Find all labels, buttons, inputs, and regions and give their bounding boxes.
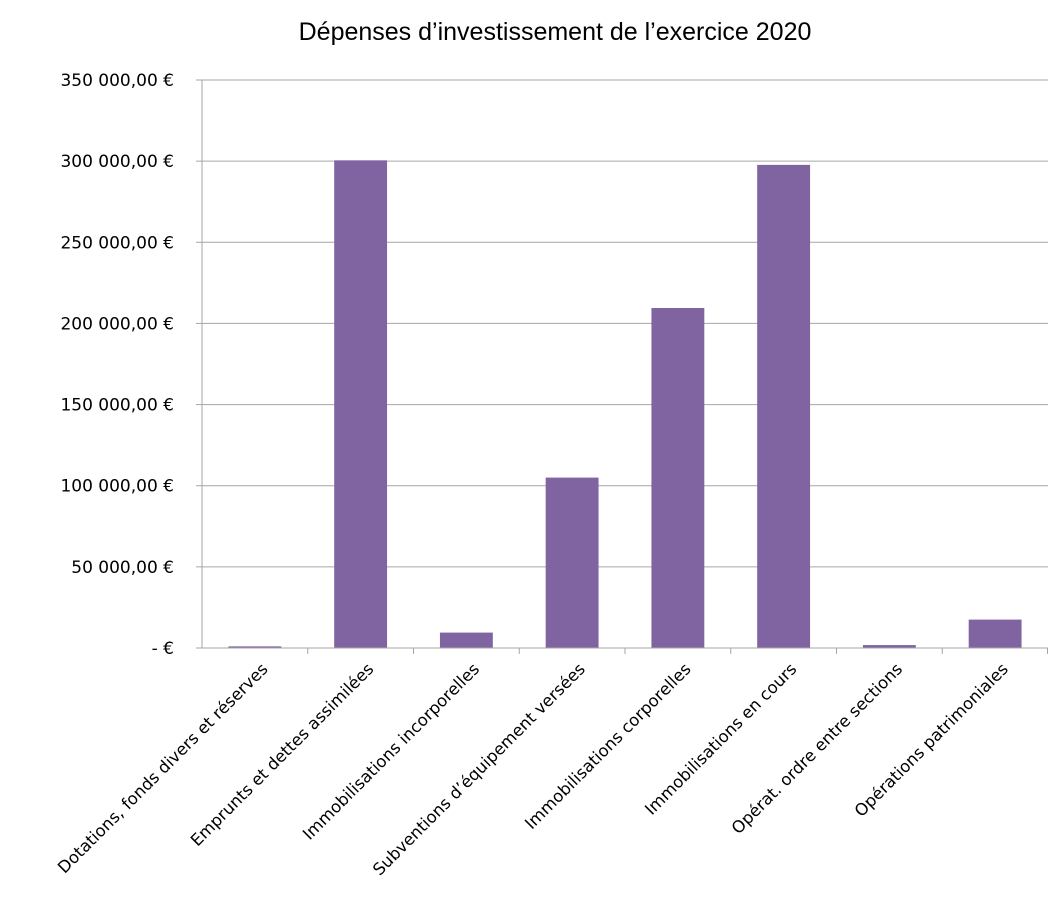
bar xyxy=(862,645,916,648)
bar xyxy=(334,160,388,648)
x-tick-label: Emprunts et dettes assimilées xyxy=(187,659,378,850)
y-tick-label: 150 000,00 € xyxy=(60,396,174,416)
bar xyxy=(228,646,282,648)
x-tick-label: Opérat. ordre entre sections xyxy=(728,659,906,837)
y-tick-label: 200 000,00 € xyxy=(60,314,174,334)
x-tick-label: Subventions d’équipement versées xyxy=(369,659,589,879)
y-tick-label: 350 000,00 € xyxy=(60,71,174,91)
x-axis-tick-labels: Dotations, fonds divers et réservesEmpru… xyxy=(54,659,1012,879)
chart-title: Dépenses d’investissement de l’exercice … xyxy=(299,18,812,46)
x-tick-label: Immobilisations incorporelles xyxy=(299,659,483,843)
y-axis-tick-labels: - € 50 000,00 € 100 000,00 € 150 000,00 € 20… xyxy=(60,71,174,659)
y-tick-label: 250 000,00 € xyxy=(60,233,174,253)
axes xyxy=(196,79,1048,654)
gridlines xyxy=(202,79,1048,568)
bars xyxy=(228,160,1022,648)
bar xyxy=(439,632,493,648)
y-tick-label: 50 000,00 € xyxy=(71,558,174,578)
y-tick-label: 300 000,00 € xyxy=(60,152,174,172)
bar xyxy=(545,477,599,648)
y-tick-label: 100 000,00 € xyxy=(60,477,174,497)
bar xyxy=(968,619,1022,648)
x-tick-label: Immobilisations corporelles xyxy=(521,659,695,833)
bar xyxy=(651,308,705,648)
y-tick-label: - € xyxy=(152,639,174,659)
x-tick-label: Dotations, fonds divers et réserves xyxy=(54,659,272,877)
bar xyxy=(757,164,811,648)
